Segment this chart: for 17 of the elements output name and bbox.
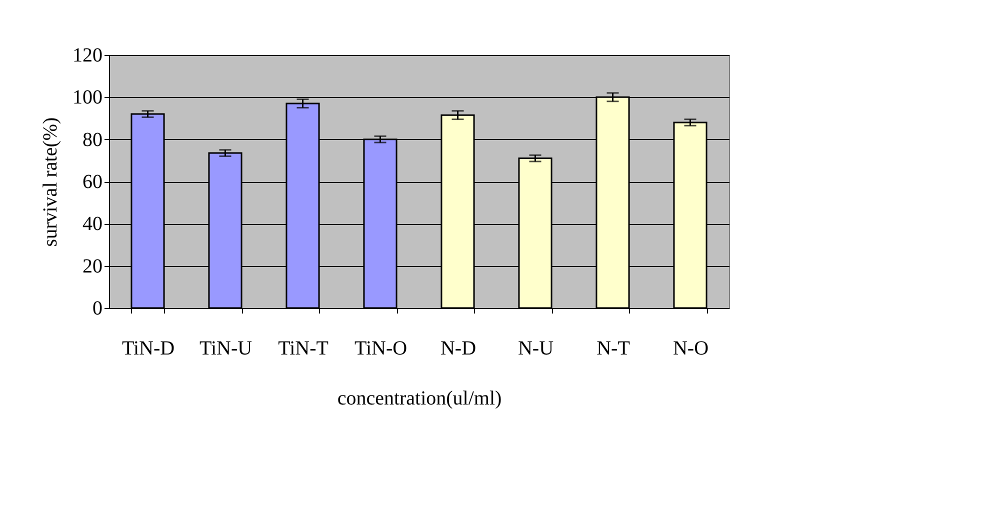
x-tick-label: N-U [518,338,554,360]
x-tick-label: N-T [596,338,630,360]
x-tick-label: N-D [440,338,476,360]
x-tick-label: TiN-D [122,338,175,360]
x-axis-title: concentration(ul/ml) [337,388,502,410]
y-tick-label: 40 [82,213,102,236]
x-tick-label: N-O [672,338,709,360]
x-tick-label: TiN-T [278,338,328,360]
y-tick-label: 80 [82,128,102,151]
y-tick-label: 0 [92,298,102,320]
y-tick-label: 100 [72,86,102,109]
y-axis-title: survival rate(%) [40,117,62,247]
x-tick-label: TiN-O [354,338,408,360]
y-tick-label: 20 [82,255,102,278]
y-tick-label: 120 [72,44,102,66]
x-tick-label: TiN-U [199,338,253,360]
y-tick-label: 60 [82,171,102,193]
